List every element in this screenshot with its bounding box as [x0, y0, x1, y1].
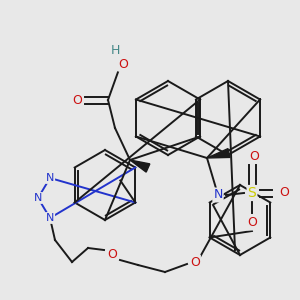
Text: O: O [279, 187, 289, 200]
Polygon shape [130, 160, 150, 172]
Text: O: O [72, 94, 82, 106]
Text: O: O [247, 217, 257, 230]
Text: O: O [118, 58, 128, 70]
Text: O: O [107, 248, 117, 262]
Text: S: S [248, 186, 256, 200]
Text: N: N [46, 173, 54, 183]
Text: O: O [190, 256, 200, 268]
Polygon shape [207, 148, 230, 158]
Text: H: H [110, 44, 120, 56]
Text: O: O [249, 149, 259, 163]
Text: N: N [213, 188, 223, 202]
Text: N: N [46, 213, 54, 223]
Text: N: N [34, 193, 42, 203]
